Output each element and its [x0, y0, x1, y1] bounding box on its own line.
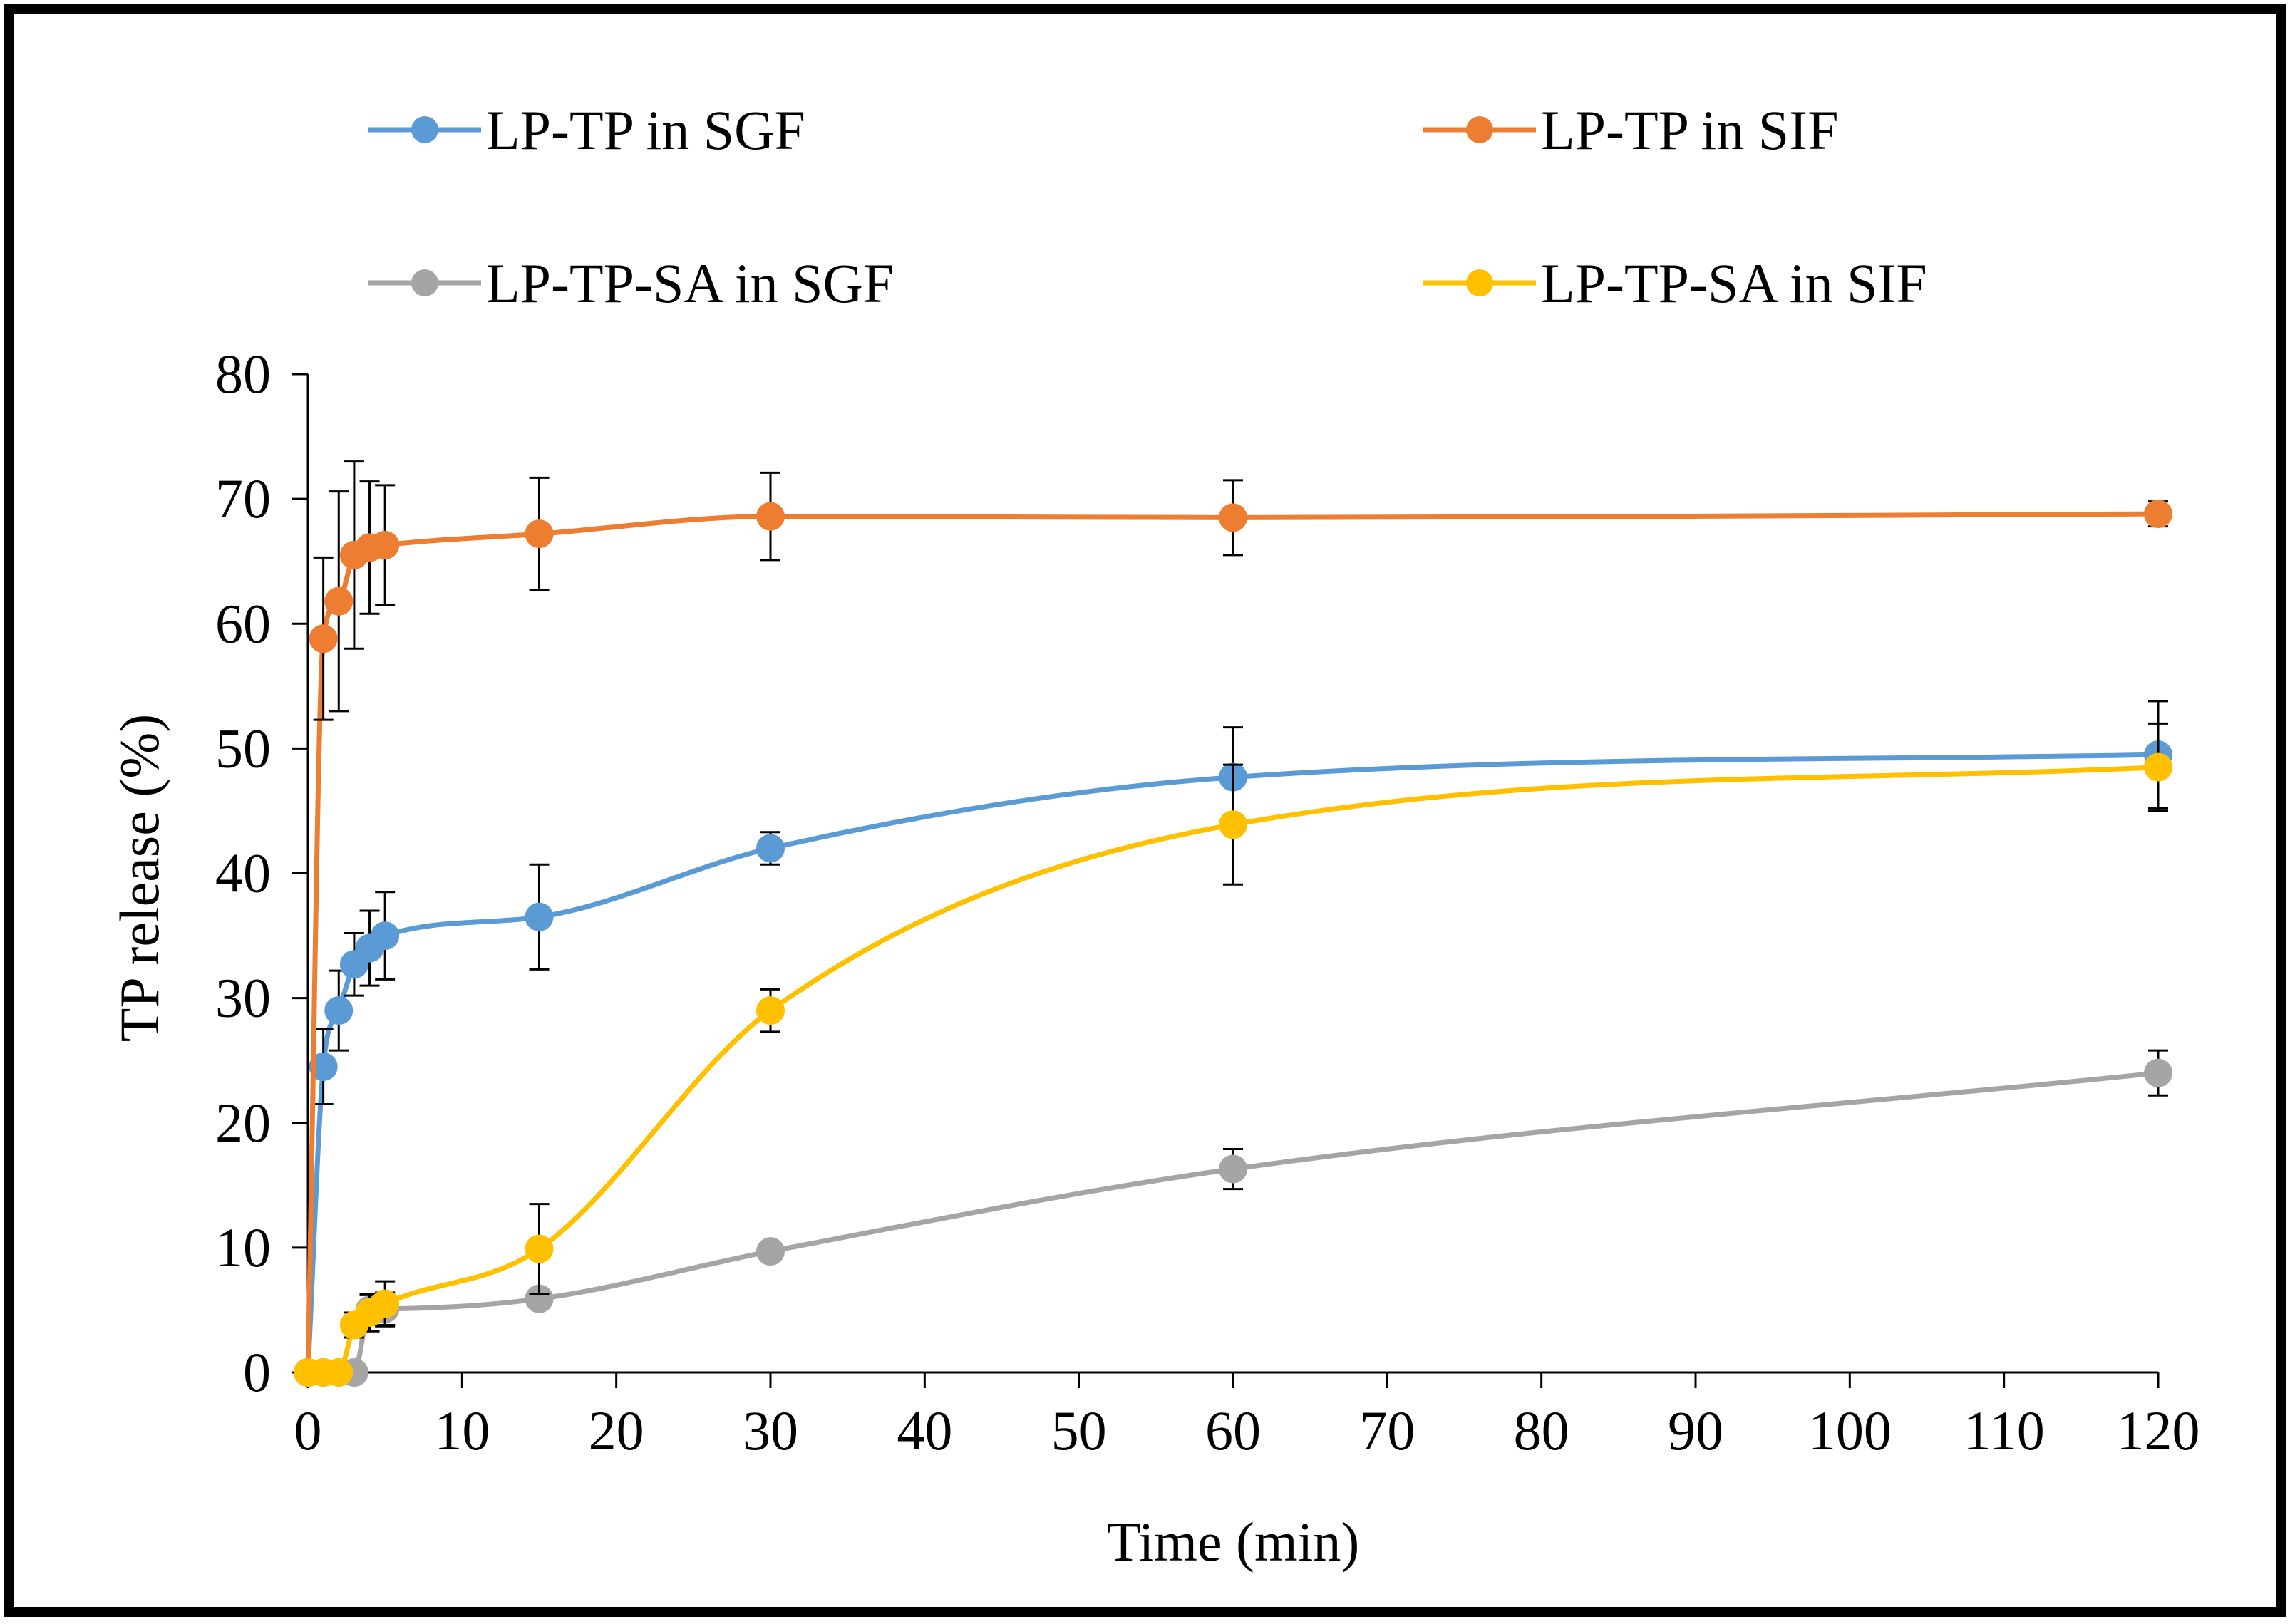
- y-tick-label: 30: [215, 967, 271, 1029]
- data-point: [371, 530, 400, 559]
- legend: LP-TP in SGF LP-TP in SIF LP-TP-SA in SGF L…: [368, 99, 1927, 314]
- legend-label: LP-TP in SIF: [1541, 99, 1839, 161]
- data-point: [1219, 810, 1247, 839]
- legend-label: LP-TP-SA in SGF: [486, 252, 894, 314]
- data-point: [309, 1052, 338, 1081]
- x-tick-label: 50: [1051, 1400, 1107, 1462]
- legend-marker: [1466, 116, 1493, 143]
- y-tick-label: 20: [215, 1092, 271, 1154]
- legend-item-1: LP-TP in SGF: [368, 99, 805, 161]
- data-point: [525, 519, 554, 549]
- legend-marker: [1466, 269, 1493, 296]
- y-tick-label: 40: [215, 842, 271, 904]
- x-tick-label: 90: [1668, 1400, 1723, 1462]
- plot-area: [294, 460, 2172, 1387]
- series-4: [294, 722, 2172, 1387]
- legend-label: LP-TP in SGF: [486, 99, 805, 161]
- data-point: [1219, 1154, 1247, 1184]
- x-tick-label: 80: [1514, 1400, 1569, 1462]
- x-axis-title: Time (min): [1107, 1511, 1360, 1573]
- series-2: [294, 460, 2172, 1387]
- axes: 0 10 20 30 40 50 60 70 80 0 10 20 30 40 50 60 70 80 90 100 1…: [215, 343, 2200, 1462]
- legend-marker: [411, 269, 438, 296]
- x-tick-label: 110: [1964, 1400, 2045, 1462]
- data-point: [756, 1237, 785, 1266]
- y-tick-label: 0: [243, 1341, 271, 1403]
- legend-marker: [411, 116, 438, 143]
- series-line: [305, 511, 2159, 1373]
- series-line: [308, 765, 2159, 1375]
- x-tick-label: 120: [2117, 1400, 2200, 1462]
- data-point: [756, 502, 785, 531]
- data-point: [324, 996, 354, 1025]
- y-axis-title: TP release (%): [108, 714, 170, 1043]
- x-tick-label: 0: [294, 1400, 322, 1462]
- data-point: [324, 586, 354, 616]
- legend-item-2: LP-TP in SIF: [1423, 99, 1839, 161]
- series-1: [294, 700, 2172, 1387]
- legend-label: LP-TP-SA in SIF: [1541, 252, 1927, 314]
- y-tick-label: 80: [215, 343, 271, 405]
- figure-border: [4, 4, 2286, 1617]
- legend-item-3: LP-TP-SA in SGF: [368, 252, 894, 314]
- data-point: [2144, 1058, 2172, 1087]
- y-tick-label: 50: [215, 717, 271, 779]
- data-point: [525, 902, 554, 931]
- y-tick-label: 60: [215, 592, 271, 654]
- data-point: [371, 1289, 400, 1318]
- data-point: [2144, 500, 2172, 529]
- x-tick-label: 10: [434, 1400, 490, 1462]
- x-tick-label: 40: [897, 1400, 952, 1462]
- data-point: [525, 1234, 554, 1263]
- data-point: [1219, 503, 1247, 532]
- x-tick-label: 30: [743, 1400, 798, 1462]
- data-point: [309, 624, 338, 653]
- x-tick-label: 60: [1205, 1400, 1261, 1462]
- data-point: [371, 921, 400, 951]
- data-point: [324, 1358, 354, 1387]
- x-tick-label: 100: [1808, 1400, 1892, 1462]
- data-point: [2144, 752, 2172, 782]
- y-tick-label: 70: [215, 467, 271, 529]
- data-point: [756, 834, 785, 863]
- data-point: [756, 996, 785, 1025]
- y-tick-label: 10: [215, 1216, 271, 1278]
- x-tick-label: 70: [1359, 1400, 1415, 1462]
- legend-item-4: LP-TP-SA in SIF: [1423, 252, 1927, 314]
- x-tick-label: 20: [589, 1400, 644, 1462]
